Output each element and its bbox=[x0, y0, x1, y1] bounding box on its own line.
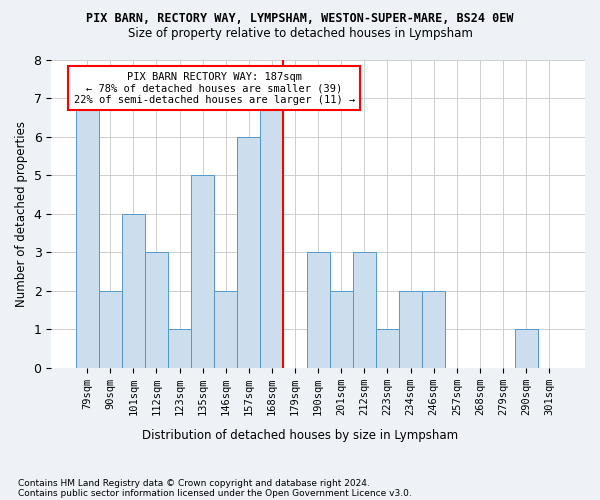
Bar bbox=[329, 291, 353, 368]
Bar bbox=[353, 252, 376, 368]
Bar bbox=[145, 252, 168, 368]
Bar bbox=[214, 291, 237, 368]
Text: PIX BARN RECTORY WAY: 187sqm
← 78% of detached houses are smaller (39)
22% of se: PIX BARN RECTORY WAY: 187sqm ← 78% of de… bbox=[74, 72, 355, 104]
Bar bbox=[168, 330, 191, 368]
Bar bbox=[98, 291, 122, 368]
Bar bbox=[122, 214, 145, 368]
Y-axis label: Number of detached properties: Number of detached properties bbox=[15, 121, 28, 307]
Text: PIX BARN, RECTORY WAY, LYMPSHAM, WESTON-SUPER-MARE, BS24 0EW: PIX BARN, RECTORY WAY, LYMPSHAM, WESTON-… bbox=[86, 12, 514, 26]
Bar bbox=[399, 291, 422, 368]
Text: Distribution of detached houses by size in Lympsham: Distribution of detached houses by size … bbox=[142, 430, 458, 442]
Bar bbox=[515, 330, 538, 368]
Bar bbox=[376, 330, 399, 368]
Bar bbox=[237, 137, 260, 368]
Text: Contains public sector information licensed under the Open Government Licence v3: Contains public sector information licen… bbox=[18, 488, 412, 498]
Bar bbox=[76, 98, 98, 368]
Bar bbox=[191, 176, 214, 368]
Text: Size of property relative to detached houses in Lympsham: Size of property relative to detached ho… bbox=[128, 28, 472, 40]
Text: Contains HM Land Registry data © Crown copyright and database right 2024.: Contains HM Land Registry data © Crown c… bbox=[18, 478, 370, 488]
Bar bbox=[422, 291, 445, 368]
Bar bbox=[260, 98, 283, 368]
Bar bbox=[307, 252, 329, 368]
